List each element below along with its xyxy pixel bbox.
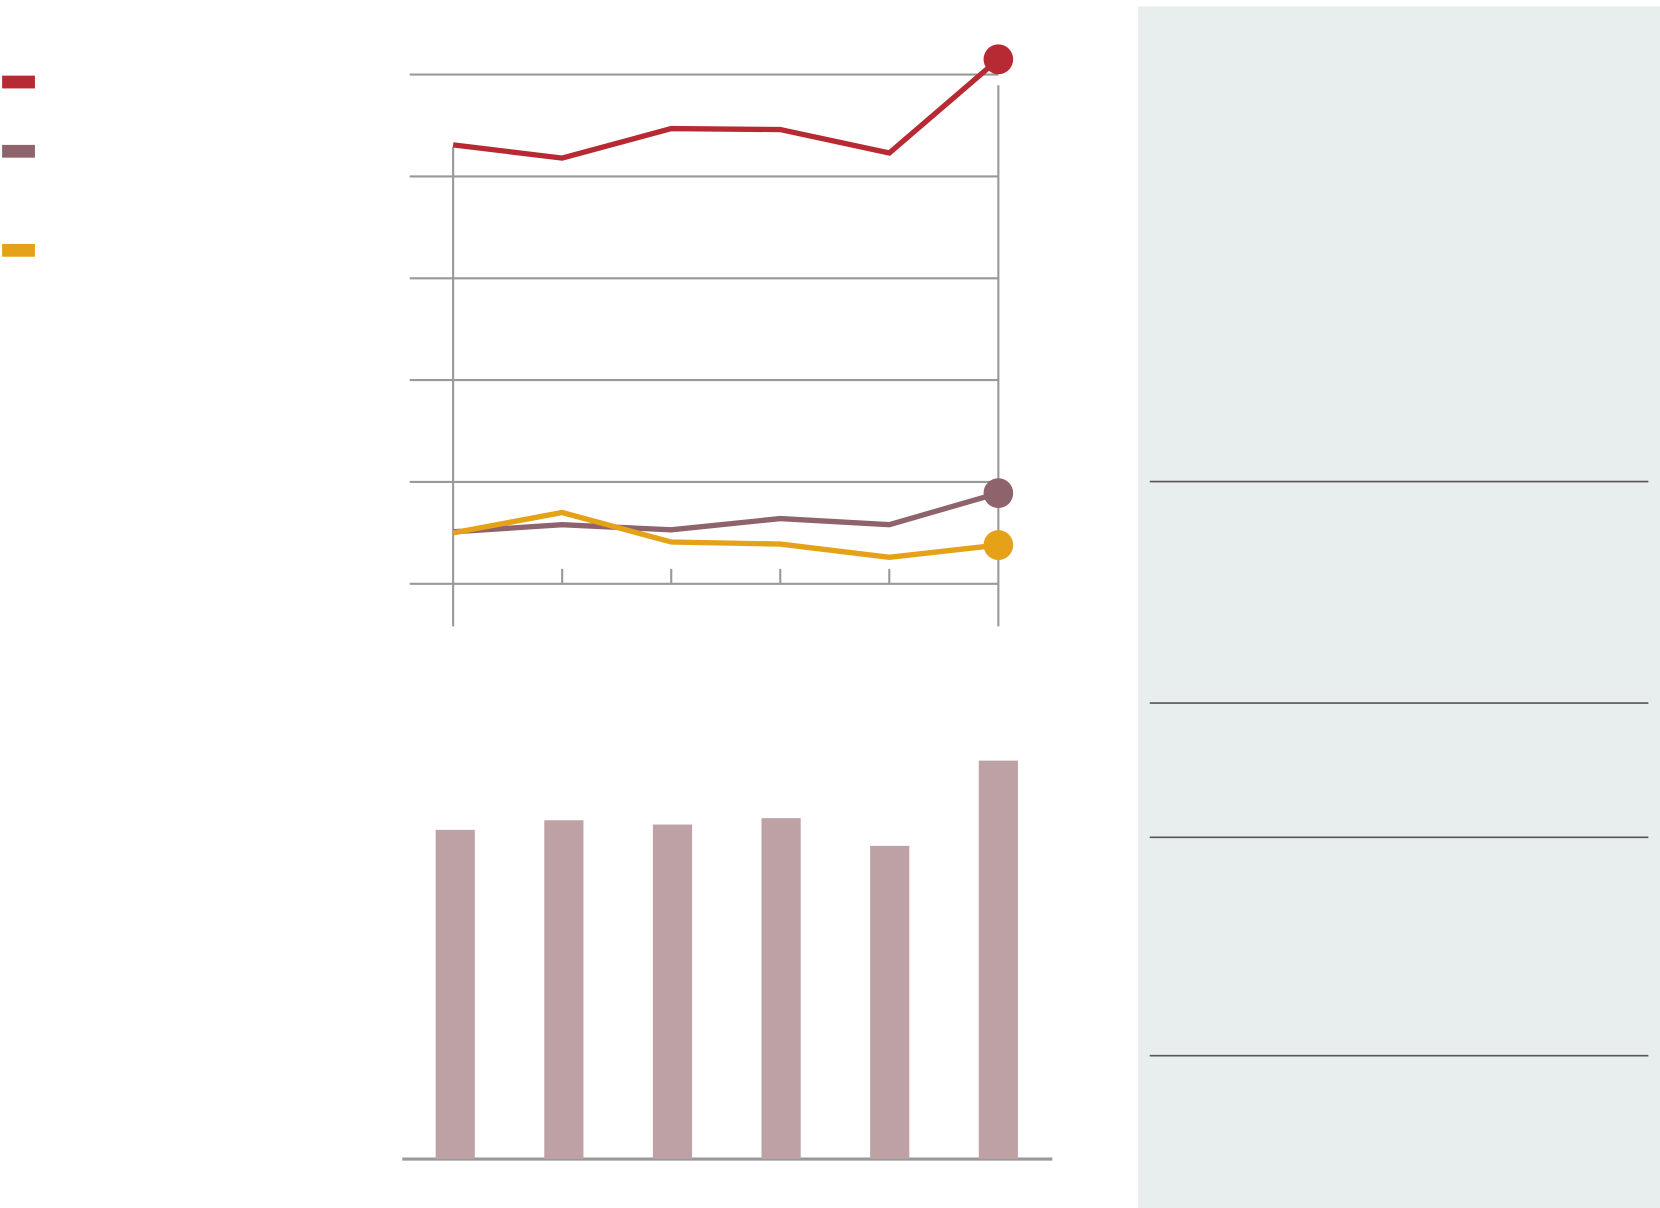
end-dot [983, 478, 1014, 509]
legend-swatch [2, 144, 35, 158]
legend-swatch [2, 243, 35, 257]
end-dot [983, 44, 1014, 75]
bar [761, 818, 801, 1160]
bar [544, 820, 584, 1160]
bar [435, 829, 475, 1160]
series-line [452, 490, 1000, 535]
bar [652, 824, 693, 1160]
legend-swatch [2, 75, 35, 89]
series-line [452, 509, 999, 560]
canvas [2, 6, 1660, 1208]
side-panel [1138, 6, 1660, 1208]
bar [870, 845, 910, 1160]
end-dot [983, 530, 1014, 560]
series-line [452, 57, 1001, 161]
bar [978, 760, 1018, 1160]
